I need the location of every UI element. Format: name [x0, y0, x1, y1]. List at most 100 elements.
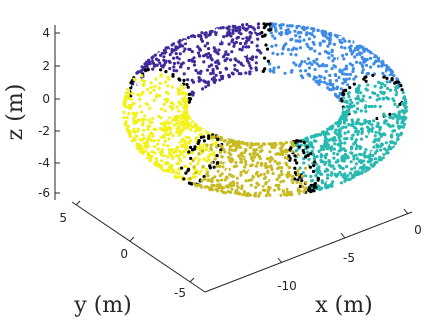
torus-point	[309, 174, 313, 179]
torus-point	[386, 122, 390, 126]
torus-point	[256, 22, 261, 26]
torus-point	[188, 162, 193, 166]
torus-point	[373, 151, 377, 155]
torus-point	[394, 93, 398, 97]
torus-point	[260, 34, 265, 39]
torus-point	[153, 145, 157, 149]
torus-point	[166, 169, 170, 173]
torus-point	[150, 139, 154, 143]
torus-point	[127, 84, 131, 88]
torus-point	[265, 157, 270, 161]
torus-point	[370, 104, 374, 109]
torus-point	[253, 194, 257, 198]
torus-point	[156, 147, 160, 151]
torus-point	[251, 55, 255, 59]
torus-point	[210, 63, 214, 67]
torus-point	[128, 97, 132, 101]
torus-point	[239, 32, 243, 36]
torus-point	[241, 26, 245, 30]
torus-point	[183, 164, 187, 168]
x-tick-label: 0	[414, 223, 422, 237]
torus-point	[266, 189, 270, 193]
torus-point	[396, 134, 400, 138]
torus-point	[209, 56, 213, 61]
torus-point	[354, 138, 358, 142]
torus-point	[327, 56, 331, 60]
torus-point	[263, 33, 267, 37]
torus-point	[306, 153, 310, 157]
torus-point	[350, 167, 354, 171]
torus-point	[134, 134, 138, 138]
torus-point	[316, 171, 320, 175]
z-tick-label: 2	[42, 59, 50, 73]
torus-point	[323, 135, 327, 139]
torus-point	[187, 92, 191, 96]
torus-point	[356, 129, 361, 134]
torus-point	[254, 148, 259, 152]
torus-point	[334, 73, 338, 78]
torus-point	[158, 61, 162, 65]
torus-point	[367, 121, 371, 125]
torus-point	[271, 171, 275, 176]
torus-point	[343, 131, 347, 135]
torus-point	[215, 140, 219, 144]
torus-point	[383, 83, 387, 88]
torus-point	[272, 188, 277, 192]
torus-point	[274, 152, 278, 156]
torus-point	[274, 183, 278, 187]
torus-point	[338, 138, 342, 143]
torus-point	[159, 166, 163, 170]
torus-point	[216, 161, 220, 165]
torus-point	[204, 35, 208, 39]
torus-point	[237, 72, 241, 76]
torus-point	[239, 173, 243, 177]
torus-point	[316, 176, 320, 181]
torus-point	[207, 52, 211, 56]
torus-point	[333, 142, 337, 146]
torus-point	[379, 86, 383, 90]
torus-point	[183, 39, 187, 43]
torus-point	[381, 97, 385, 101]
torus-point	[400, 88, 404, 92]
torus-point	[303, 166, 308, 170]
torus-point	[388, 115, 392, 119]
torus-point	[386, 97, 390, 101]
torus-point	[226, 31, 230, 35]
torus-point	[171, 134, 175, 138]
torus-point	[261, 142, 265, 146]
torus-point	[234, 140, 238, 145]
torus-point	[335, 35, 339, 39]
torus-point	[257, 194, 261, 198]
torus-point	[207, 47, 211, 51]
torus-point	[159, 153, 163, 157]
torus-point	[317, 64, 321, 68]
torus-point	[370, 129, 374, 133]
torus-point	[337, 164, 341, 168]
torus-point	[330, 171, 334, 175]
torus-point	[263, 56, 267, 60]
torus-point	[291, 175, 295, 179]
torus-point	[286, 157, 290, 161]
torus-point	[295, 180, 299, 184]
torus-point	[248, 36, 252, 40]
torus-point	[341, 81, 345, 85]
torus-point	[359, 145, 363, 150]
torus-point	[153, 151, 157, 155]
torus-point	[212, 135, 216, 139]
torus-point	[235, 69, 239, 73]
torus-point	[235, 36, 239, 40]
torus-point	[266, 191, 270, 195]
torus-point	[302, 28, 306, 32]
torus-point	[166, 49, 171, 53]
torus-point	[197, 76, 201, 80]
torus-point	[196, 45, 200, 49]
torus-point	[218, 150, 223, 154]
torus-point	[126, 87, 130, 91]
torus-point	[205, 185, 209, 189]
torus-point	[275, 178, 279, 182]
torus-point	[325, 82, 329, 86]
torus-point	[226, 155, 231, 159]
torus-point	[366, 71, 371, 76]
torus-point	[319, 172, 323, 176]
torus-point	[270, 146, 274, 150]
